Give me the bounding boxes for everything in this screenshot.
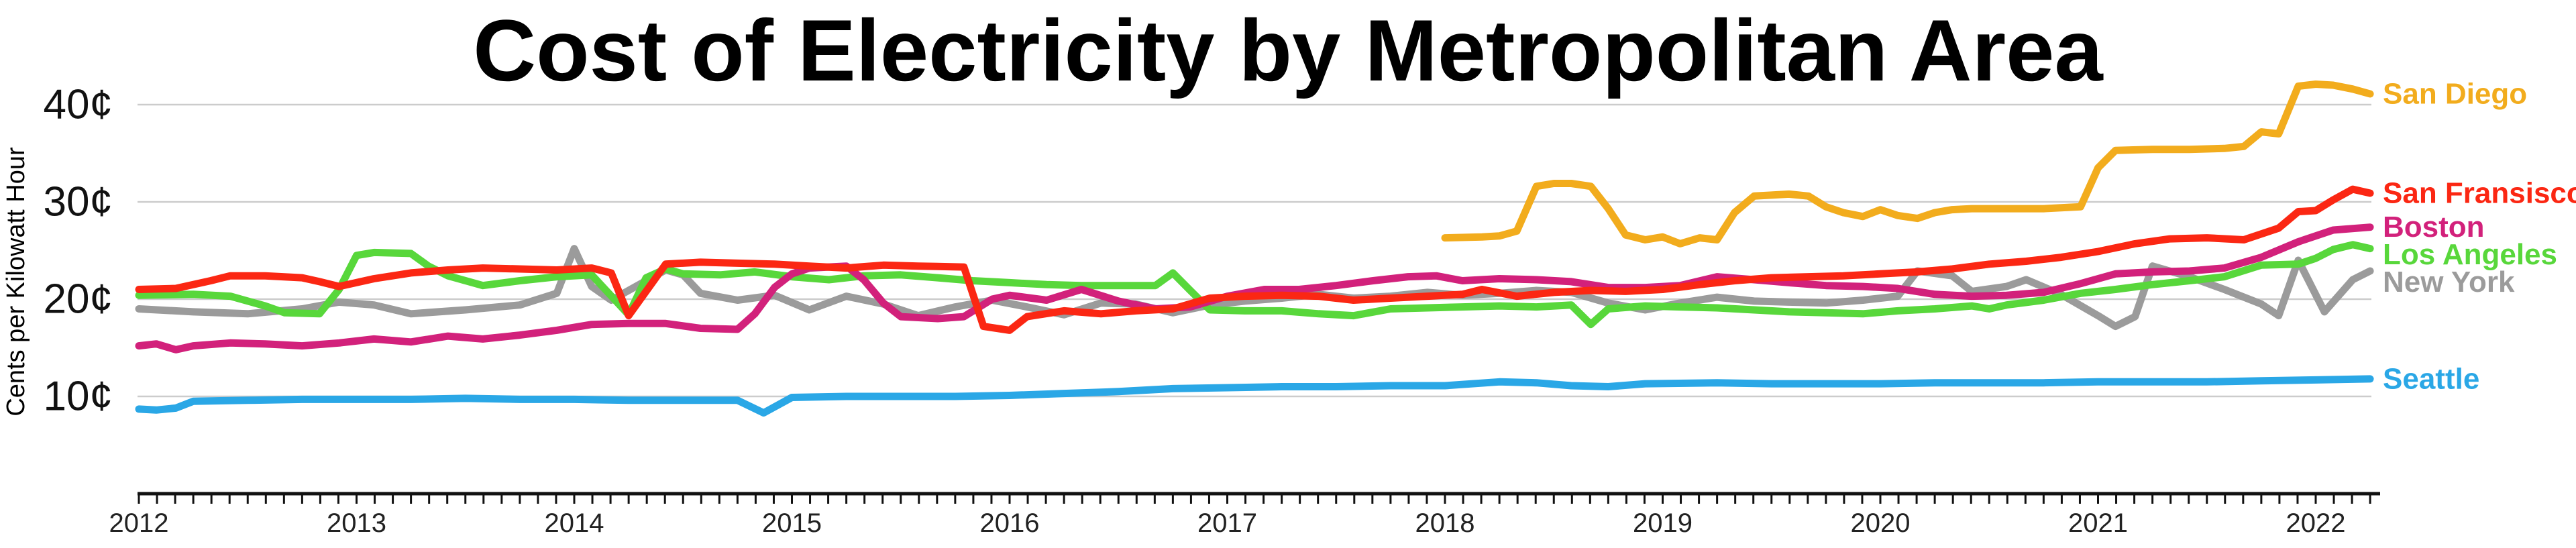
y-tick-label-30c: 30¢ xyxy=(44,179,113,225)
series-label-seattle: Seattle xyxy=(2383,362,2479,395)
x-axis: 2012 2013 2014 2015 2016 2017 2018 2019 2020 2021… xyxy=(109,492,2380,538)
series-lines xyxy=(135,80,2374,417)
x-year-label-2015: 2015 xyxy=(762,508,822,538)
gridlines xyxy=(138,103,2371,398)
x-year-label-2019: 2019 xyxy=(1633,508,1693,538)
y-tick-label-20c: 20¢ xyxy=(44,276,113,323)
x-year-label-2020: 2020 xyxy=(1851,508,1911,538)
x-year-label-2013: 2013 xyxy=(327,508,386,538)
x-year-label-2017: 2017 xyxy=(1197,508,1257,538)
x-year-label-2022: 2022 xyxy=(2286,508,2346,538)
x-year-label-2018: 2018 xyxy=(1415,508,1475,538)
y-tick-label-10c: 10¢ xyxy=(44,374,113,420)
x-year-label-2014: 2014 xyxy=(545,508,604,538)
series-line-los-angeles xyxy=(135,241,2374,329)
series-line-san-fransisco xyxy=(135,185,2374,334)
series-label-new-york: New York xyxy=(2383,266,2515,298)
series-line-boston xyxy=(135,223,2374,353)
chart-title: Cost of Electricity by Metropolitan Area xyxy=(473,1,2104,99)
series-label-los-angeles: Los Angeles xyxy=(2383,238,2557,271)
series-label-san-fransisco: San Fransisco xyxy=(2383,176,2576,209)
series-line-seattle xyxy=(135,375,2374,417)
series-label-san-diego: San Diego xyxy=(2383,78,2527,111)
x-year-label-2012: 2012 xyxy=(109,508,169,538)
x-year-label-2021: 2021 xyxy=(2068,508,2128,538)
y-tick-label-40c: 40¢ xyxy=(44,82,113,128)
y-axis-title: Cents per Kilowatt Hour xyxy=(2,147,30,417)
y-axis-tick-labels: 10¢ 20¢ 30¢ 40¢ xyxy=(44,82,113,420)
series-line-san-diego xyxy=(1441,80,2374,248)
x-year-label-2016: 2016 xyxy=(980,508,1040,538)
series-label-boston: Boston xyxy=(2383,211,2485,243)
